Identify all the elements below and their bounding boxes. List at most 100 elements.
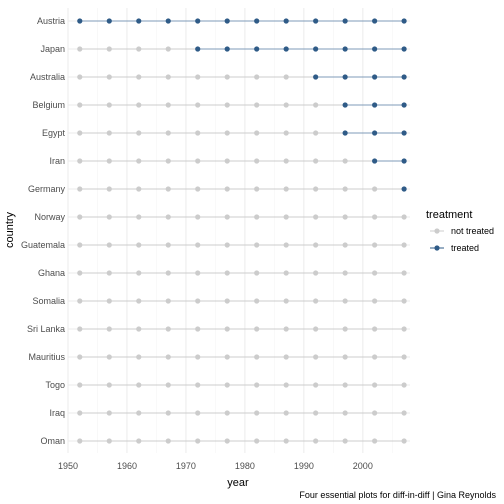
- data-point-not-treated: [195, 130, 201, 136]
- data-point-not-treated: [224, 74, 230, 80]
- data-point-not-treated: [165, 102, 171, 108]
- data-point-not-treated: [165, 438, 171, 444]
- data-point-not-treated: [106, 242, 112, 248]
- y-tick-label: Iran: [49, 156, 65, 166]
- data-point-not-treated: [283, 410, 289, 416]
- data-point-treated: [313, 46, 319, 52]
- data-point-not-treated: [283, 438, 289, 444]
- data-point-not-treated: [313, 410, 319, 416]
- data-point-not-treated: [254, 214, 260, 220]
- data-point-not-treated: [254, 74, 260, 80]
- data-point-not-treated: [136, 102, 142, 108]
- data-point-not-treated: [313, 214, 319, 220]
- data-point-not-treated: [106, 130, 112, 136]
- data-point-not-treated: [77, 74, 83, 80]
- data-point-not-treated: [106, 74, 112, 80]
- data-point-not-treated: [77, 298, 83, 304]
- y-tick-label: Austria: [37, 16, 65, 26]
- data-point-not-treated: [372, 326, 378, 332]
- data-point-treated: [224, 46, 230, 52]
- x-tick-label: 1960: [117, 461, 137, 471]
- data-point-not-treated: [401, 354, 407, 360]
- data-point-not-treated: [372, 242, 378, 248]
- data-point-not-treated: [283, 158, 289, 164]
- data-point-treated: [372, 18, 378, 24]
- data-point-not-treated: [254, 326, 260, 332]
- y-tick-label: Oman: [40, 436, 65, 446]
- data-point-not-treated: [195, 298, 201, 304]
- data-point-not-treated: [283, 214, 289, 220]
- data-point-not-treated: [136, 46, 142, 52]
- data-point-treated: [401, 74, 407, 80]
- y-tick-label: Norway: [34, 212, 65, 222]
- data-point-not-treated: [283, 242, 289, 248]
- data-point-not-treated: [224, 354, 230, 360]
- data-point-not-treated: [195, 158, 201, 164]
- data-point-treated: [313, 18, 319, 24]
- data-point-not-treated: [165, 242, 171, 248]
- data-point-not-treated: [224, 242, 230, 248]
- data-point-treated: [372, 158, 378, 164]
- legend-key-not-treated-point: [434, 228, 440, 234]
- data-point-not-treated: [77, 46, 83, 52]
- data-point-not-treated: [401, 242, 407, 248]
- data-point-not-treated: [77, 214, 83, 220]
- data-point-treated: [401, 46, 407, 52]
- data-point-not-treated: [342, 214, 348, 220]
- data-point-not-treated: [195, 102, 201, 108]
- legend-label-treated: treated: [451, 243, 479, 253]
- data-point-not-treated: [136, 214, 142, 220]
- data-point-treated: [401, 186, 407, 192]
- data-point-treated: [372, 74, 378, 80]
- data-point-not-treated: [224, 438, 230, 444]
- x-tick-label: 1990: [294, 461, 314, 471]
- axes: Austria Japan Australia Belgium Egypt Iran Ger…: [21, 16, 373, 471]
- data-point-not-treated: [165, 186, 171, 192]
- data-point-not-treated: [77, 186, 83, 192]
- data-point-not-treated: [165, 354, 171, 360]
- x-tick-label: 1970: [176, 461, 196, 471]
- data-point-not-treated: [106, 102, 112, 108]
- data-point-treated: [195, 18, 201, 24]
- data-point-not-treated: [106, 410, 112, 416]
- y-tick-label: Sri Lanka: [27, 324, 65, 334]
- data-point-not-treated: [254, 438, 260, 444]
- data-point-not-treated: [106, 158, 112, 164]
- data-point-not-treated: [254, 186, 260, 192]
- data-point-not-treated: [401, 298, 407, 304]
- y-tick-label: Ghana: [38, 268, 65, 278]
- data-point-not-treated: [165, 214, 171, 220]
- data-point-not-treated: [136, 74, 142, 80]
- data-point-treated: [165, 18, 171, 24]
- y-tick-label: Japan: [40, 44, 65, 54]
- data-point-not-treated: [224, 214, 230, 220]
- legend: treatment not treated treated: [426, 209, 494, 253]
- data-point-not-treated: [77, 326, 83, 332]
- data-point-not-treated: [313, 102, 319, 108]
- data-point-not-treated: [342, 438, 348, 444]
- y-tick-label: Togo: [45, 380, 65, 390]
- data-point-treated: [342, 102, 348, 108]
- data-point-not-treated: [195, 74, 201, 80]
- data-point-not-treated: [77, 102, 83, 108]
- data-point-not-treated: [342, 242, 348, 248]
- data-point-not-treated: [195, 382, 201, 388]
- data-point-not-treated: [283, 186, 289, 192]
- data-point-not-treated: [77, 270, 83, 276]
- data-point-not-treated: [165, 410, 171, 416]
- legend-key-treated-point: [434, 245, 440, 251]
- data-point-treated: [77, 18, 83, 24]
- data-point-not-treated: [106, 214, 112, 220]
- grid-lines: [67, 8, 410, 453]
- data-point-not-treated: [224, 382, 230, 388]
- data-point-not-treated: [224, 410, 230, 416]
- data-point-not-treated: [106, 46, 112, 52]
- data-point-not-treated: [254, 242, 260, 248]
- data-point-not-treated: [401, 382, 407, 388]
- data-point-not-treated: [106, 326, 112, 332]
- y-tick-label: Egypt: [42, 128, 66, 138]
- data-point-not-treated: [342, 326, 348, 332]
- data-point-not-treated: [195, 186, 201, 192]
- data-point-not-treated: [165, 270, 171, 276]
- data-point-not-treated: [136, 270, 142, 276]
